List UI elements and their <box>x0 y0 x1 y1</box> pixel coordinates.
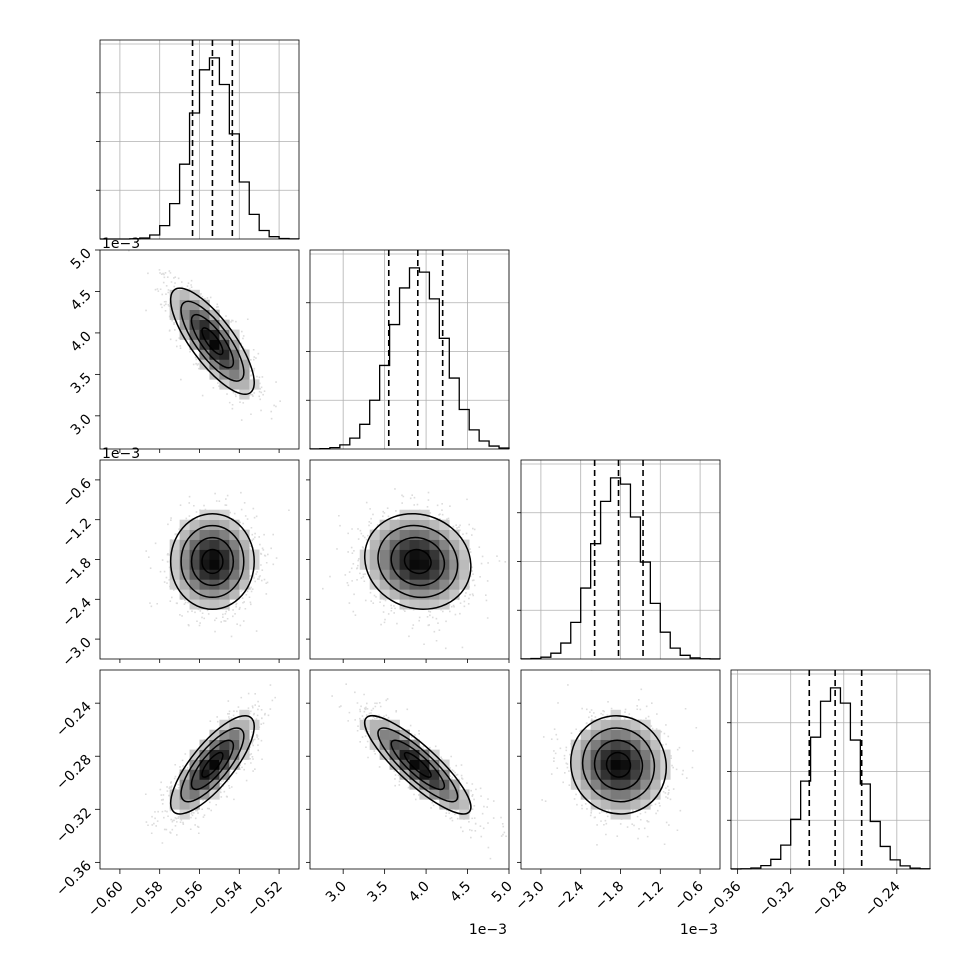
density-panel-3-0 <box>99 669 300 870</box>
contour-1 <box>190 313 235 369</box>
x-tick-label-0-3: −0.54 <box>204 878 246 920</box>
y-tick-label-3-1: −0.32 <box>53 805 95 847</box>
density-panel-1-0 <box>99 249 300 450</box>
histogram-bars-1 <box>309 267 510 450</box>
histogram-bars-2 <box>520 477 721 660</box>
x-tick-label-1-1: 3.5 <box>364 879 391 906</box>
y-tick-label-1-4: 5.0 <box>68 246 95 273</box>
density-panel-2-1 <box>309 459 510 660</box>
contour-3 <box>363 715 472 815</box>
contour-0 <box>201 548 224 575</box>
histogram-bars-0 <box>100 57 300 240</box>
contour-3 <box>169 287 255 396</box>
x-tick-label-3-0: −0.36 <box>703 878 745 920</box>
density-cells <box>359 509 470 610</box>
contour-2 <box>180 524 245 599</box>
contour-2 <box>581 727 656 803</box>
y-tick-label-3-3: −0.24 <box>53 699 95 741</box>
x-tick-label-1-4: 5.0 <box>489 879 516 906</box>
contour-1 <box>390 739 446 791</box>
contour-0 <box>605 751 632 778</box>
histogram-2 <box>517 459 721 660</box>
density-panel-3-1 <box>309 669 510 870</box>
x-tick-label-0-2: −0.56 <box>165 878 207 920</box>
y-tick-label-1-2: 4.0 <box>68 328 95 355</box>
x-tick-label-1-0: 3.0 <box>323 879 350 906</box>
scatter-points <box>145 491 290 638</box>
y-tick-label-1-0: 3.0 <box>68 411 95 438</box>
y-tick-label-2-3: −1.2 <box>59 515 94 550</box>
y-offset-label-1: 1e−3 <box>102 236 140 252</box>
contour-0 <box>201 327 224 356</box>
contour-2 <box>180 727 245 803</box>
x-tick-label-2-3: −1.2 <box>632 879 667 914</box>
histogram-0 <box>96 39 300 240</box>
contour-0 <box>403 548 432 575</box>
histogram-1 <box>306 249 510 450</box>
contour-1 <box>190 739 235 791</box>
density-cells <box>169 709 260 820</box>
x-offset-label-1: 1e−3 <box>469 922 507 938</box>
x-tick-label-2-1: −2.4 <box>552 878 587 913</box>
x-tick-label-2-0: −3.0 <box>512 879 547 914</box>
y-tick-label-3-2: −0.28 <box>53 752 95 794</box>
x-tick-label-0-1: −0.58 <box>125 879 167 921</box>
x-tick-label-3-1: −0.32 <box>756 879 798 921</box>
contour-1 <box>390 536 446 587</box>
contour-0 <box>403 751 432 778</box>
density-cells <box>169 289 260 400</box>
contour-2 <box>377 524 459 599</box>
y-tick-label-2-2: −1.8 <box>59 555 94 590</box>
density-panel-2-0 <box>99 459 300 660</box>
contour-0 <box>201 751 224 778</box>
histogram-3 <box>727 669 931 870</box>
x-tick-label-1-2: 4.0 <box>406 879 433 906</box>
contour-2 <box>377 727 459 803</box>
contour-3 <box>569 715 668 815</box>
x-tick-label-3-3: −0.24 <box>862 878 904 920</box>
contour-3 <box>363 512 472 610</box>
y-tick-label-1-3: 4.5 <box>68 287 95 314</box>
contour-3 <box>169 512 255 610</box>
x-tick-label-0-4: −0.52 <box>244 879 286 921</box>
density-panel-3-2 <box>520 669 721 870</box>
x-offset-label-2: 1e−3 <box>680 922 718 938</box>
y-tick-label-2-1: −2.4 <box>59 595 94 630</box>
contour-2 <box>180 300 245 382</box>
y-tick-label-1-1: 3.5 <box>68 370 95 397</box>
y-offset-label-2: 1e−3 <box>102 446 140 462</box>
x-tick-label-2-4: −0.6 <box>672 878 707 913</box>
y-tick-label-3-0: −0.36 <box>53 858 95 900</box>
x-tick-label-0-0: −0.60 <box>85 879 127 921</box>
density-cells <box>570 709 671 820</box>
contour-1 <box>593 739 644 791</box>
x-tick-label-1-3: 4.5 <box>447 879 474 906</box>
y-tick-label-2-0: −3.0 <box>59 635 94 670</box>
histogram-bars-3 <box>730 687 931 870</box>
x-tick-label-2-2: −1.8 <box>592 879 627 914</box>
contour-3 <box>169 715 255 815</box>
x-tick-label-3-2: −0.28 <box>809 879 851 921</box>
contour-1 <box>190 536 235 587</box>
y-tick-label-2-4: −0.6 <box>59 475 94 510</box>
